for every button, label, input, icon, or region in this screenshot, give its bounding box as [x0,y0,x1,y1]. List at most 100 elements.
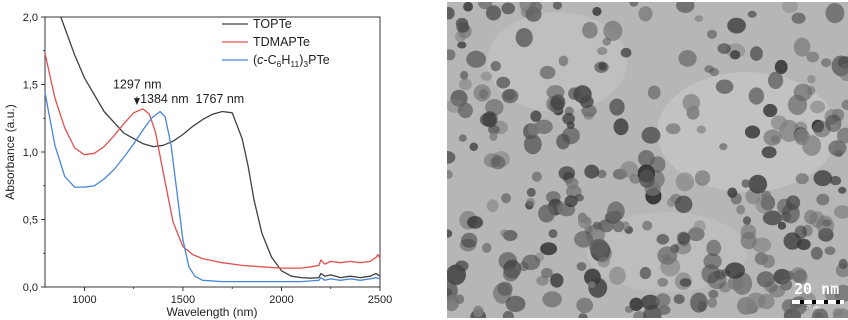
tem-particle [675,172,695,192]
tem-particle [701,264,721,284]
tem-particle [777,198,793,215]
tem-particle [763,103,778,118]
tem-particle [478,2,493,10]
tem-particle [674,195,693,213]
tem-particle [649,156,666,173]
tem-particle [515,27,533,48]
tem-particle [743,216,751,225]
tem-particle [744,125,761,139]
tem-micrograph: 20 nm 20 nm [447,2,848,318]
series-lines [44,16,381,283]
tem-particle [717,43,731,54]
tem-particle [558,55,569,67]
tem-particle [592,6,602,16]
tem-particle [455,17,469,29]
tem-particle [505,295,526,312]
tem-particle [447,229,453,238]
tem-particle [647,85,661,100]
tem-particle [707,297,718,308]
annotation-1297: 1297 nm [113,78,162,92]
tem-particle [790,267,807,282]
tem-particle [748,87,765,105]
tem-particle [540,242,558,256]
tem-particle [755,196,774,214]
x-tick-label: 2500 [368,294,392,306]
legend-label-1: TDMAPTe [253,35,310,49]
tem-particle [455,294,465,305]
tem-particle [673,294,685,304]
tem-particle [657,305,671,315]
tem-particle [657,277,669,287]
tem-particle [523,134,542,155]
tem-particle [821,58,832,68]
tem-particle [629,2,639,7]
tem-particle [501,88,519,104]
tem-particle [725,262,745,279]
tem-particle [709,67,719,77]
tem-particle [501,2,515,15]
scale-bar: 20 nm 20 nm [790,280,848,314]
tem-particle [640,294,660,310]
tem-particle [552,2,562,10]
tem-particle [455,31,466,43]
tem-particle [502,310,514,318]
tem-particle [793,37,811,57]
tem-particle [473,84,491,102]
tem-particle [480,71,493,81]
tem-particle [833,205,848,219]
tem-particle [794,128,810,146]
tem-particle [810,100,826,114]
tem-particle [719,282,731,293]
tem-particle [804,209,818,225]
tem-particle [597,256,610,268]
tem-particle [762,210,783,226]
tem-particle [736,204,745,215]
tem-particle [674,241,692,255]
tem-particle [829,175,842,186]
scale-bar-line [792,300,844,304]
x-tick-label: 2000 [269,294,293,306]
tem-particle [500,229,509,237]
tem-particle [530,110,542,122]
series-line-1 [44,53,381,269]
tem-particle [764,281,778,293]
tem-particle [760,190,771,200]
tem-particle [550,273,564,288]
tem-particle [763,129,782,146]
tem-particle [824,246,836,255]
tem-particle [490,155,506,170]
tem-particle [467,216,483,229]
tem-particle [607,201,625,222]
tem-particle [793,83,812,102]
tem-particle [687,227,705,242]
tem-particle [538,204,555,223]
tem-particle [781,2,798,14]
tem-particle [459,238,477,252]
tem-particle [807,75,816,84]
x-tick-label: 1000 [72,294,96,306]
tem-particle [501,193,511,204]
x-tick-label: 1500 [171,294,195,306]
tem-particle [642,220,653,231]
y-tick-label: 1,5 [23,80,38,92]
tem-particle [834,284,848,302]
scale-bar-label: 20 nm [794,280,840,298]
tem-particle [783,232,802,250]
tem-particle [624,305,634,313]
tem-particle [774,59,788,75]
tem-particle [598,62,607,71]
tem-particle [620,161,638,178]
tem-particle [704,65,714,73]
legend-label-2: (c-C6H11)3PTe [253,53,330,69]
tem-particle [479,89,488,99]
tem-particle [656,234,670,245]
tem-particle [838,63,848,81]
tem-particle [770,115,788,131]
tem-particle [810,246,823,260]
tem-particle [518,261,529,272]
tem-particle [582,21,598,39]
tem-particle [529,2,543,13]
tem-particle [660,256,681,277]
tem-particle [694,15,704,22]
tem-particle [838,186,847,194]
